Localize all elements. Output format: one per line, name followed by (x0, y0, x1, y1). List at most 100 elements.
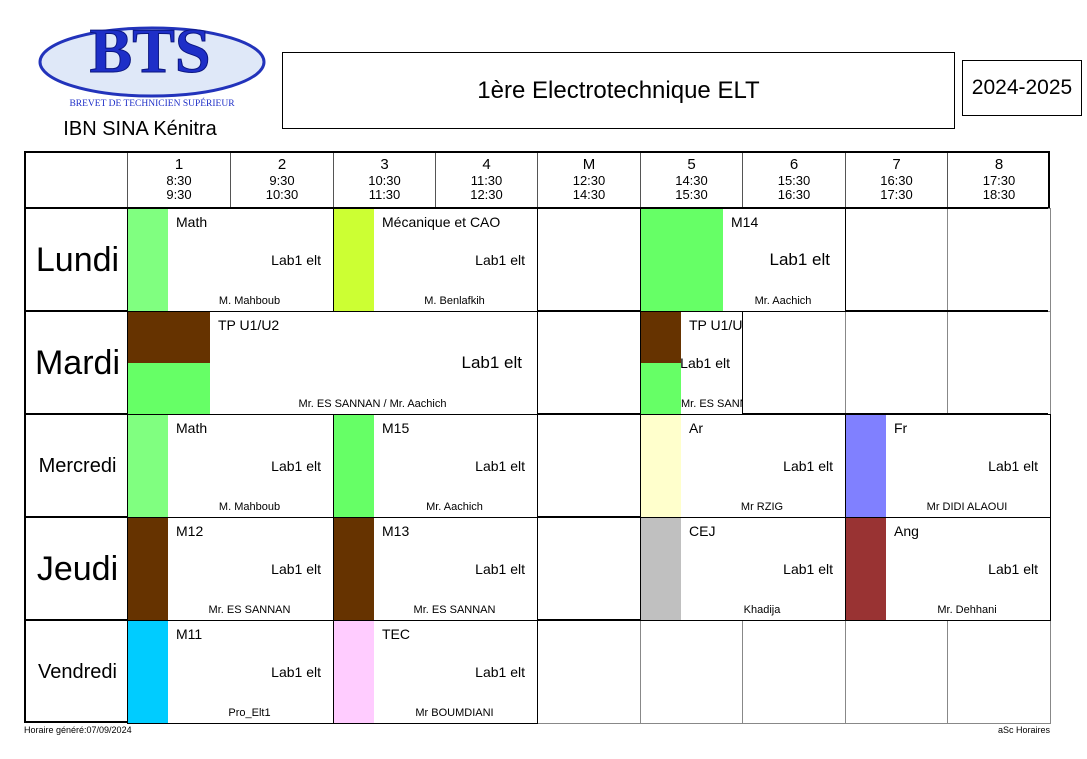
lesson-block[interactable]: Math Lab1 elt M. Mahboub (127, 414, 334, 518)
software-credit: aSc Horaires (997, 725, 1050, 735)
empty-slot (537, 517, 641, 621)
lesson-room: Lab1 elt (475, 664, 525, 680)
empty-slot (537, 311, 641, 415)
lesson-block[interactable]: M12 Lab1 elt Mr. ES SANNAN (127, 517, 334, 621)
color-segment (128, 415, 168, 517)
subject-color-bar (641, 312, 681, 414)
lesson-subject: CEJ (689, 523, 716, 539)
lesson-teacher: Mr. ES SANNAN (208, 604, 291, 616)
empty-slot (947, 208, 1051, 312)
lesson-subject: TP U1/U2 (689, 317, 743, 333)
lesson-subject: Mécanique et CAO (382, 214, 501, 230)
empty-slot (537, 208, 641, 312)
period-header: 7 16:30 17:30 (845, 153, 947, 208)
subject-color-bar (846, 415, 886, 517)
period-number: 6 (789, 156, 799, 173)
color-segment (641, 415, 681, 517)
lesson-subject: M11 (176, 626, 203, 642)
period-number: 3 (380, 156, 389, 173)
day-label: Mercredi (26, 414, 129, 517)
lesson-room: Lab1 elt (988, 561, 1038, 577)
lesson-block[interactable]: Ang Lab1 elt Mr. Dehhani (845, 517, 1051, 621)
period-end: 9:30 (166, 187, 192, 202)
lesson-teacher: Mr DIDI ALAOUI (926, 501, 1008, 513)
lesson-block[interactable]: TP U1/U2 Lab1 elt Mr. ES SANNAN / Mr. Aach… (127, 311, 538, 415)
empty-slot (947, 311, 1051, 415)
lesson-block[interactable]: M11 Lab1 elt Pro_Elt1 (127, 620, 334, 724)
lesson-room: Lab1 elt (271, 664, 321, 680)
subject-color-bar (334, 518, 374, 620)
lesson-subject: Ang (894, 523, 919, 539)
color-segment (334, 415, 374, 517)
subject-color-bar (128, 209, 168, 311)
day-label: Vendredi (26, 620, 129, 723)
day-label: Mardi (26, 311, 129, 414)
lesson-block[interactable]: Mécanique et CAO Lab1 elt M. Benlafkih (333, 208, 538, 312)
lesson-block[interactable]: Math Lab1 elt M. Mahboub (127, 208, 334, 312)
lesson-room: Lab1 elt (271, 458, 321, 474)
period-end: 14:30 (572, 187, 606, 202)
empty-slot (640, 620, 743, 724)
lesson-room: Lab1 elt (475, 458, 525, 474)
color-segment (846, 415, 886, 517)
subject-color-bar (334, 621, 374, 723)
period-start: 12:30 (572, 173, 606, 188)
lesson-subject: Math (176, 214, 208, 230)
svg-text:BREVET DE TECHNICIEN SUPÉRIEUR: BREVET DE TECHNICIEN SUPÉRIEUR (69, 97, 235, 109)
subject-color-bar (334, 209, 374, 311)
lesson-teacher: M. Benlafkih (424, 295, 485, 307)
lesson-teacher: Mr. Aachich (426, 501, 483, 513)
color-segment (128, 209, 168, 311)
lesson-room: Lab1 elt (271, 561, 321, 577)
color-segment (846, 518, 886, 620)
color-segment (128, 518, 168, 620)
lesson-block[interactable]: CEJ Lab1 elt Khadija (640, 517, 846, 621)
color-segment (641, 209, 723, 311)
lesson-subject: Math (176, 420, 208, 436)
color-segment (641, 363, 681, 414)
lesson-block[interactable]: TP U1/U2 Lab1 elt Mr. ES SANNAN / Mr. Aach… (640, 311, 743, 415)
period-end: 17:30 (880, 187, 913, 202)
period-header: 2 9:30 10:30 (230, 153, 333, 208)
color-segment (334, 621, 374, 723)
lesson-block[interactable]: TEC Lab1 elt Mr BOUMDIANI (333, 620, 538, 724)
bts-logo: BTS BREVET DE TECHNICIEN SUPÉRIEUR (38, 15, 266, 109)
class-title: 1ère Electrotechnique ELT (282, 52, 955, 129)
lesson-room: Lab1 elt (769, 250, 831, 269)
lesson-block[interactable]: M14 Lab1 elt Mr. Aachich (640, 208, 846, 312)
period-start: 14:30 (675, 173, 708, 188)
lesson-teacher: Khadija (743, 604, 781, 616)
lesson-block[interactable]: M15 Lab1 elt Mr. Aachich (333, 414, 538, 518)
lesson-teacher: Mr. ES SANNAN (413, 604, 496, 616)
period-start: 15:30 (777, 173, 811, 188)
period-end: 12:30 (470, 187, 503, 202)
lesson-teacher: Mr. Dehhani (937, 604, 997, 616)
lesson-teacher: M. Mahboub (218, 501, 281, 513)
lesson-teacher: Mr. Aachich (754, 295, 812, 307)
period-header: 8 17:30 18:30 (947, 153, 1050, 208)
subject-color-bar (128, 518, 168, 620)
lesson-room: Lab1 elt (475, 561, 525, 577)
period-end: 15:30 (675, 187, 708, 202)
lesson-subject: M13 (382, 523, 410, 539)
color-segment (128, 621, 168, 723)
period-header: M 12:30 14:30 (537, 153, 640, 208)
lesson-room: Lab1 elt (461, 353, 523, 372)
lesson-block[interactable]: M13 Lab1 elt Mr. ES SANNAN (333, 517, 538, 621)
lesson-block[interactable]: Fr Lab1 elt Mr DIDI ALAOUI (845, 414, 1051, 518)
lesson-teacher: Mr RZIG (740, 501, 784, 513)
period-start: 8:30 (166, 173, 192, 188)
period-number: 1 (174, 156, 184, 173)
school-name: IBN SINA Kénitra (63, 118, 217, 140)
lesson-subject: M12 (176, 523, 204, 539)
lesson-room: Lab1 elt (475, 252, 525, 268)
lesson-teacher: M. Mahboub (218, 295, 281, 307)
lesson-subject: M15 (382, 420, 410, 436)
empty-slot (845, 208, 948, 312)
period-start: 11:30 (470, 173, 503, 188)
period-end: 10:30 (265, 187, 299, 202)
lesson-block[interactable]: Ar Lab1 elt Mr RZIG (640, 414, 846, 518)
period-number: 2 (277, 156, 287, 173)
period-start: 16:30 (880, 173, 913, 188)
subject-color-bar (334, 415, 374, 517)
